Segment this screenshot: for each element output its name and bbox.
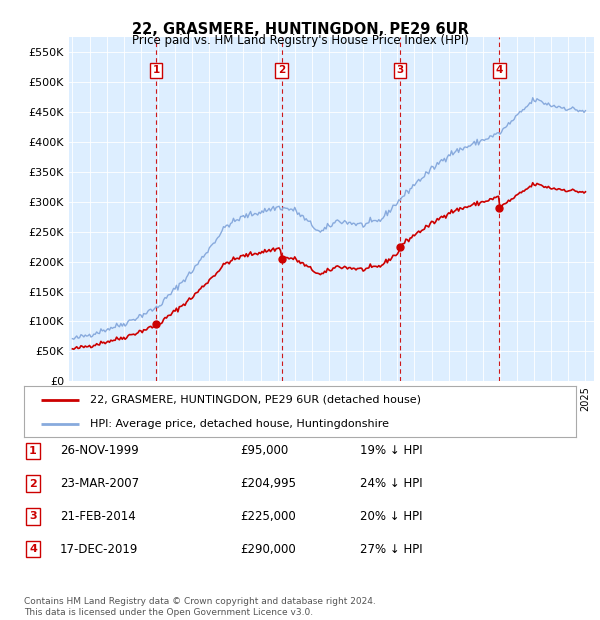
Text: 22, GRASMERE, HUNTINGDON, PE29 6UR: 22, GRASMERE, HUNTINGDON, PE29 6UR [131, 22, 469, 37]
Text: 26-NOV-1999: 26-NOV-1999 [60, 445, 139, 457]
Text: 4: 4 [496, 65, 503, 75]
Text: £204,995: £204,995 [240, 477, 296, 490]
Text: £290,000: £290,000 [240, 543, 296, 556]
Text: HPI: Average price, detached house, Huntingdonshire: HPI: Average price, detached house, Hunt… [90, 419, 389, 430]
Text: 22, GRASMERE, HUNTINGDON, PE29 6UR (detached house): 22, GRASMERE, HUNTINGDON, PE29 6UR (deta… [90, 395, 421, 405]
Text: 21-FEB-2014: 21-FEB-2014 [60, 510, 136, 523]
Text: Contains HM Land Registry data © Crown copyright and database right 2024.
This d: Contains HM Land Registry data © Crown c… [24, 598, 376, 617]
Text: 2: 2 [29, 479, 37, 489]
Text: 3: 3 [29, 512, 37, 521]
Text: 1: 1 [29, 446, 37, 456]
Text: Price paid vs. HM Land Registry's House Price Index (HPI): Price paid vs. HM Land Registry's House … [131, 34, 469, 47]
Text: 3: 3 [396, 65, 403, 75]
Text: 23-MAR-2007: 23-MAR-2007 [60, 477, 139, 490]
Text: 19% ↓ HPI: 19% ↓ HPI [360, 445, 422, 457]
Text: 17-DEC-2019: 17-DEC-2019 [60, 543, 139, 556]
Text: 27% ↓ HPI: 27% ↓ HPI [360, 543, 422, 556]
Text: 24% ↓ HPI: 24% ↓ HPI [360, 477, 422, 490]
Text: 1: 1 [152, 65, 160, 75]
Text: £95,000: £95,000 [240, 445, 288, 457]
Text: £225,000: £225,000 [240, 510, 296, 523]
Text: 20% ↓ HPI: 20% ↓ HPI [360, 510, 422, 523]
Text: 2: 2 [278, 65, 285, 75]
Text: 4: 4 [29, 544, 37, 554]
